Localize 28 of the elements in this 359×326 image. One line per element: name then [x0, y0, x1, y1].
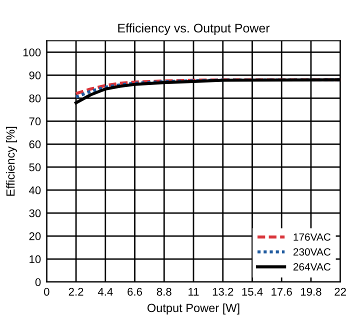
- x-tick-label: 19.8: [301, 288, 322, 296]
- x-tick-label: 15.4: [242, 288, 263, 296]
- x-tick-label: 6.6: [128, 288, 142, 296]
- y-tick-label: 0: [35, 278, 41, 286]
- legend-label: 230VAC: [293, 248, 331, 256]
- y-tick-label: 60: [29, 140, 41, 148]
- y-tick-label: 80: [29, 94, 41, 102]
- chart-title: Efficiency vs. Output Power: [118, 23, 270, 36]
- x-tick-label: 22: [334, 288, 346, 296]
- x-axis-title: Output Power [W]: [147, 303, 240, 314]
- x-tick-label: 0: [44, 288, 50, 296]
- x-tick-label: 11: [188, 288, 199, 296]
- x-tick-label: 4.4: [98, 288, 113, 296]
- y-tick-label: 30: [29, 209, 41, 218]
- y-tick-label: 70: [29, 117, 41, 126]
- x-tick-label: 17.6: [272, 288, 292, 296]
- y-tick-label: 10: [30, 255, 41, 264]
- x-tick-label: 2.2: [68, 288, 84, 296]
- y-tick-label: 20: [29, 232, 41, 240]
- y-tick-label: 50: [29, 163, 41, 172]
- legend-label: 176VAC: [294, 233, 331, 241]
- y-axis-title: Efficiency [%]: [6, 126, 18, 196]
- y-tick-label: 40: [29, 186, 41, 194]
- x-tick-label: 8.8: [156, 288, 172, 296]
- x-tick-label: 13.2: [212, 288, 234, 296]
- y-tick-label: 100: [23, 48, 41, 56]
- y-tick-label: 90: [29, 71, 41, 80]
- legend-label: 264VAC: [293, 263, 331, 271]
